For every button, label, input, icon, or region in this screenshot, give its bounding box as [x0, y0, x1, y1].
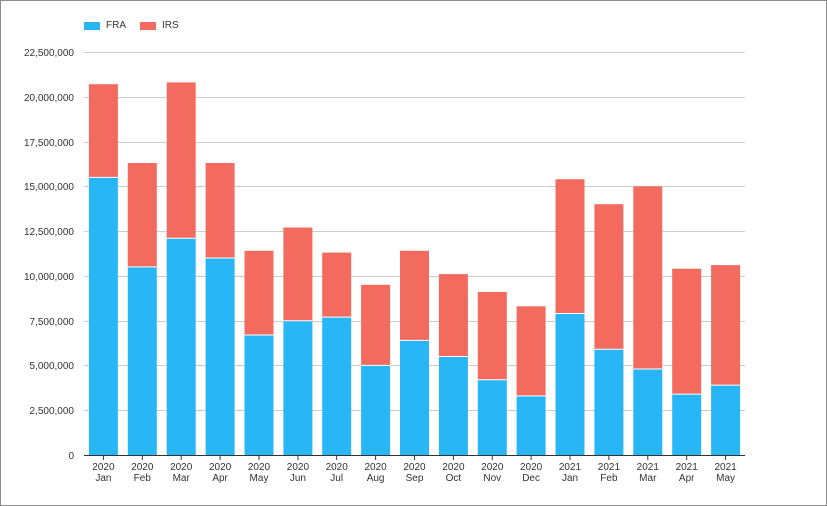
x-tick-label-year: 2020: [364, 462, 387, 473]
x-tick-label-year: 2020: [92, 462, 115, 473]
y-tick-label: 20,000,000: [24, 93, 74, 104]
bar-irs: [205, 163, 235, 258]
bar-fra: [322, 317, 352, 455]
legend-swatch-fra: [84, 21, 100, 30]
x-tick-label-month: Feb: [600, 473, 618, 484]
x-tick-label-month: Dec: [522, 473, 540, 484]
x-tick-label-year: 2021: [598, 462, 621, 473]
bar-irs: [477, 292, 507, 380]
x-tick-label-month: May: [716, 473, 735, 484]
bar-irs: [88, 84, 118, 178]
bar-fra: [400, 340, 429, 455]
legend-item-irs[interactable]: IRS: [140, 20, 179, 31]
x-tick-label-month: Feb: [134, 473, 152, 484]
legend-swatch-irs: [140, 21, 156, 30]
x-tick-label-year: 2020: [520, 462, 543, 473]
bar-irs: [555, 179, 585, 314]
bar-fra: [283, 320, 313, 455]
y-tick-label: 2,500,000: [30, 406, 75, 417]
bar-irs: [438, 274, 468, 357]
bar-irs: [672, 268, 702, 395]
x-tick-label-year: 2020: [442, 462, 465, 473]
bar-fra: [166, 238, 196, 455]
x-tick-label-month: Mar: [639, 473, 657, 484]
bar-irs: [711, 265, 741, 386]
x-tick-label-year: 2021: [559, 462, 582, 473]
bar-irs: [244, 250, 274, 335]
bar-irs: [400, 250, 429, 341]
x-tick-label-year: 2020: [287, 462, 310, 473]
bar-irs: [166, 82, 196, 239]
bar-fra: [672, 394, 702, 455]
y-tick-label: 12,500,000: [24, 227, 74, 238]
y-tick-label: 7,500,000: [30, 317, 75, 328]
y-tick-label: 10,000,000: [24, 272, 74, 283]
x-tick-label-month: Sep: [406, 473, 424, 484]
bar-fra: [633, 369, 663, 455]
x-tick-label-year: 2021: [714, 462, 737, 473]
bar-fra: [594, 349, 624, 455]
bar-irs: [322, 252, 352, 318]
x-tick-label-month: Oct: [446, 473, 462, 484]
bar-irs: [633, 186, 663, 369]
y-tick-label: 5,000,000: [30, 361, 75, 372]
x-tick-label-month: Mar: [173, 473, 191, 484]
bar-fra: [516, 395, 546, 455]
bar-fra: [205, 258, 235, 455]
bar-fra: [711, 385, 741, 455]
x-tick-label-month: Jul: [330, 473, 343, 484]
bar-fra: [88, 177, 118, 455]
x-tick-label-month: Apr: [212, 473, 228, 484]
bar-fra: [477, 379, 507, 455]
x-tick-label-year: 2020: [403, 462, 426, 473]
x-tick-label-month: Jan: [562, 473, 578, 484]
x-tick-label-year: 2020: [131, 462, 154, 473]
x-tick-label-year: 2021: [637, 462, 660, 473]
x-tick-label-year: 2021: [676, 462, 699, 473]
y-tick-label: 0: [68, 451, 74, 462]
bar-irs: [594, 204, 624, 350]
legend-label-irs: IRS: [162, 20, 179, 31]
bar-fra: [361, 365, 391, 455]
bar-fra: [244, 335, 274, 455]
bar-fra: [555, 313, 585, 455]
x-tick-label-month: Nov: [483, 473, 501, 484]
y-tick-label: 17,500,000: [24, 138, 74, 149]
x-tick-label-month: Jun: [290, 473, 306, 484]
y-tick-label: 22,500,000: [24, 48, 74, 59]
bar-irs: [516, 306, 546, 396]
bar-irs: [283, 227, 313, 321]
bar-fra: [438, 356, 468, 455]
bar-irs: [361, 284, 391, 366]
bar-fra: [127, 266, 157, 455]
legend-item-fra[interactable]: FRA: [84, 20, 126, 31]
legend-label-fra: FRA: [106, 20, 126, 31]
x-tick-label-year: 2020: [326, 462, 349, 473]
x-tick-label-year: 2020: [248, 462, 271, 473]
bar-irs: [127, 163, 157, 267]
x-tick-label-year: 2020: [170, 462, 193, 473]
x-tick-label-month: Aug: [367, 473, 385, 484]
x-tick-label-month: Apr: [679, 473, 695, 484]
x-tick-label-year: 2020: [209, 462, 232, 473]
x-tick-label-month: Jan: [95, 473, 111, 484]
y-tick-label: 15,000,000: [24, 182, 74, 193]
x-tick-label-year: 2020: [481, 462, 504, 473]
x-tick-label-month: May: [250, 473, 269, 484]
chart-legend: FRA IRS: [84, 20, 179, 31]
